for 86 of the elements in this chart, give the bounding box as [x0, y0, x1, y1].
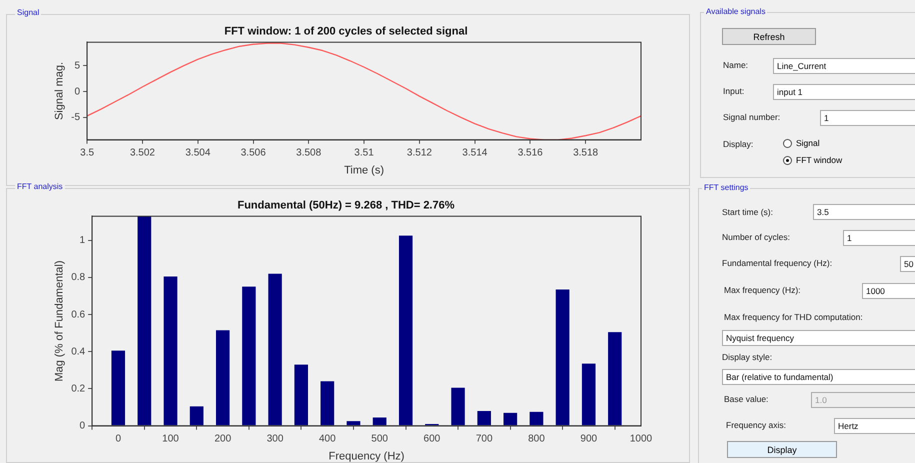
text: Display:: [723, 139, 754, 149]
bar: [346, 421, 360, 426]
x-tick-label: 100: [162, 434, 180, 445]
y-tick-label: 0: [80, 420, 86, 432]
bar: [216, 330, 230, 426]
x-tick-label: 3.516: [518, 148, 544, 159]
text: Display style:: [722, 352, 772, 362]
y-tick-label: 0: [74, 86, 81, 98]
text: Signal: [15, 8, 42, 17]
bar: [268, 274, 282, 426]
bar: [398, 236, 413, 426]
x-tick-label: 3.508: [296, 148, 322, 159]
x-tick-label: 0: [115, 434, 122, 445]
text-field: input 1: [773, 84, 915, 100]
x-tick-label: 900: [580, 434, 598, 445]
bar: [242, 286, 256, 426]
button: Display: [727, 441, 837, 458]
x-tick-label: 3.514: [462, 148, 488, 159]
x-tick-label: 500: [371, 434, 388, 445]
bar: [504, 412, 518, 426]
text-field: Line_Current: [773, 58, 915, 74]
x-tick-label: 3.504: [185, 148, 211, 159]
text: Signal: [796, 138, 820, 148]
text: Max frequency for THD computation:: [724, 312, 863, 322]
bar: [138, 216, 152, 426]
text-field: 3.5: [813, 204, 915, 220]
text: FFT analysis: [15, 182, 65, 191]
bar: [320, 381, 334, 426]
x-axis-title: Frequency (Hz): [328, 450, 404, 462]
bar: [111, 350, 126, 426]
chart-title: Fundamental (50Hz) = 9.268 , THD= 2.76%: [237, 200, 455, 212]
text-field: 1.0: [811, 392, 915, 408]
bar: [372, 417, 386, 426]
bar: [582, 364, 596, 426]
y-axis-title: Mag (% of Fundamental): [54, 260, 66, 382]
x-tick-label: 700: [476, 434, 493, 445]
text-field: Nyquist frequency: [722, 330, 915, 346]
bar: [451, 388, 465, 426]
x-tick-label: 3.518: [573, 148, 599, 159]
y-tick-label: -5: [71, 112, 81, 124]
bar: [477, 410, 491, 426]
chart-title: FFT window: 1 of 200 cycles of selected signal: [224, 26, 468, 38]
x-tick-label: 3.5: [80, 148, 94, 159]
text: Frequency axis:: [726, 420, 786, 430]
text-field: 1000: [862, 283, 915, 299]
text: Number of cycles:: [722, 232, 790, 242]
text-field: 1: [843, 230, 915, 246]
text-field: 50: [900, 256, 915, 272]
text-field: Bar (relative to fundamental): [722, 369, 915, 385]
text: Max frequency (Hz):: [724, 285, 801, 295]
text: Available signals: [704, 7, 768, 16]
bar: [294, 364, 308, 426]
text: Input:: [723, 86, 744, 96]
text: Signal number:: [723, 112, 780, 122]
text-field: 1: [820, 110, 915, 126]
y-axis-title: Signal mag.: [54, 62, 66, 120]
bar: [556, 289, 570, 426]
x-tick-label: 1000: [630, 434, 653, 445]
bar: [530, 412, 544, 426]
x-tick-label: 3.502: [130, 148, 156, 159]
x-tick-label: 600: [424, 434, 441, 445]
bar: [164, 276, 178, 426]
text: Start time (s):: [722, 207, 774, 217]
x-tick-label: 3.512: [406, 148, 432, 159]
text: FFT settings: [702, 183, 750, 192]
y-tick-label: 5: [74, 60, 81, 72]
text-field: Hertz: [834, 418, 915, 434]
x-axis-title: Time (s): [344, 164, 384, 176]
x-tick-label: 3.51: [354, 148, 374, 159]
x-tick-label: 3.506: [240, 148, 266, 159]
x-tick-label: 300: [266, 434, 284, 445]
button: Refresh: [722, 28, 816, 45]
text: Name:: [723, 60, 748, 70]
y-tick-label: 0.8: [71, 272, 86, 284]
y-tick-label: 0.4: [71, 346, 86, 358]
x-tick-label: 800: [528, 434, 546, 445]
x-tick-label: 400: [319, 434, 336, 445]
bar: [608, 332, 622, 426]
x-tick-label: 200: [214, 434, 232, 445]
bar: [190, 406, 204, 426]
y-tick-label: 0.2: [71, 383, 86, 394]
text: Base value:: [724, 394, 768, 404]
y-tick-label: 1: [80, 235, 86, 246]
y-tick-label: 0.6: [71, 309, 86, 320]
text: FFT window: [796, 155, 842, 165]
text: Fundamental frequency (Hz):: [722, 258, 832, 268]
